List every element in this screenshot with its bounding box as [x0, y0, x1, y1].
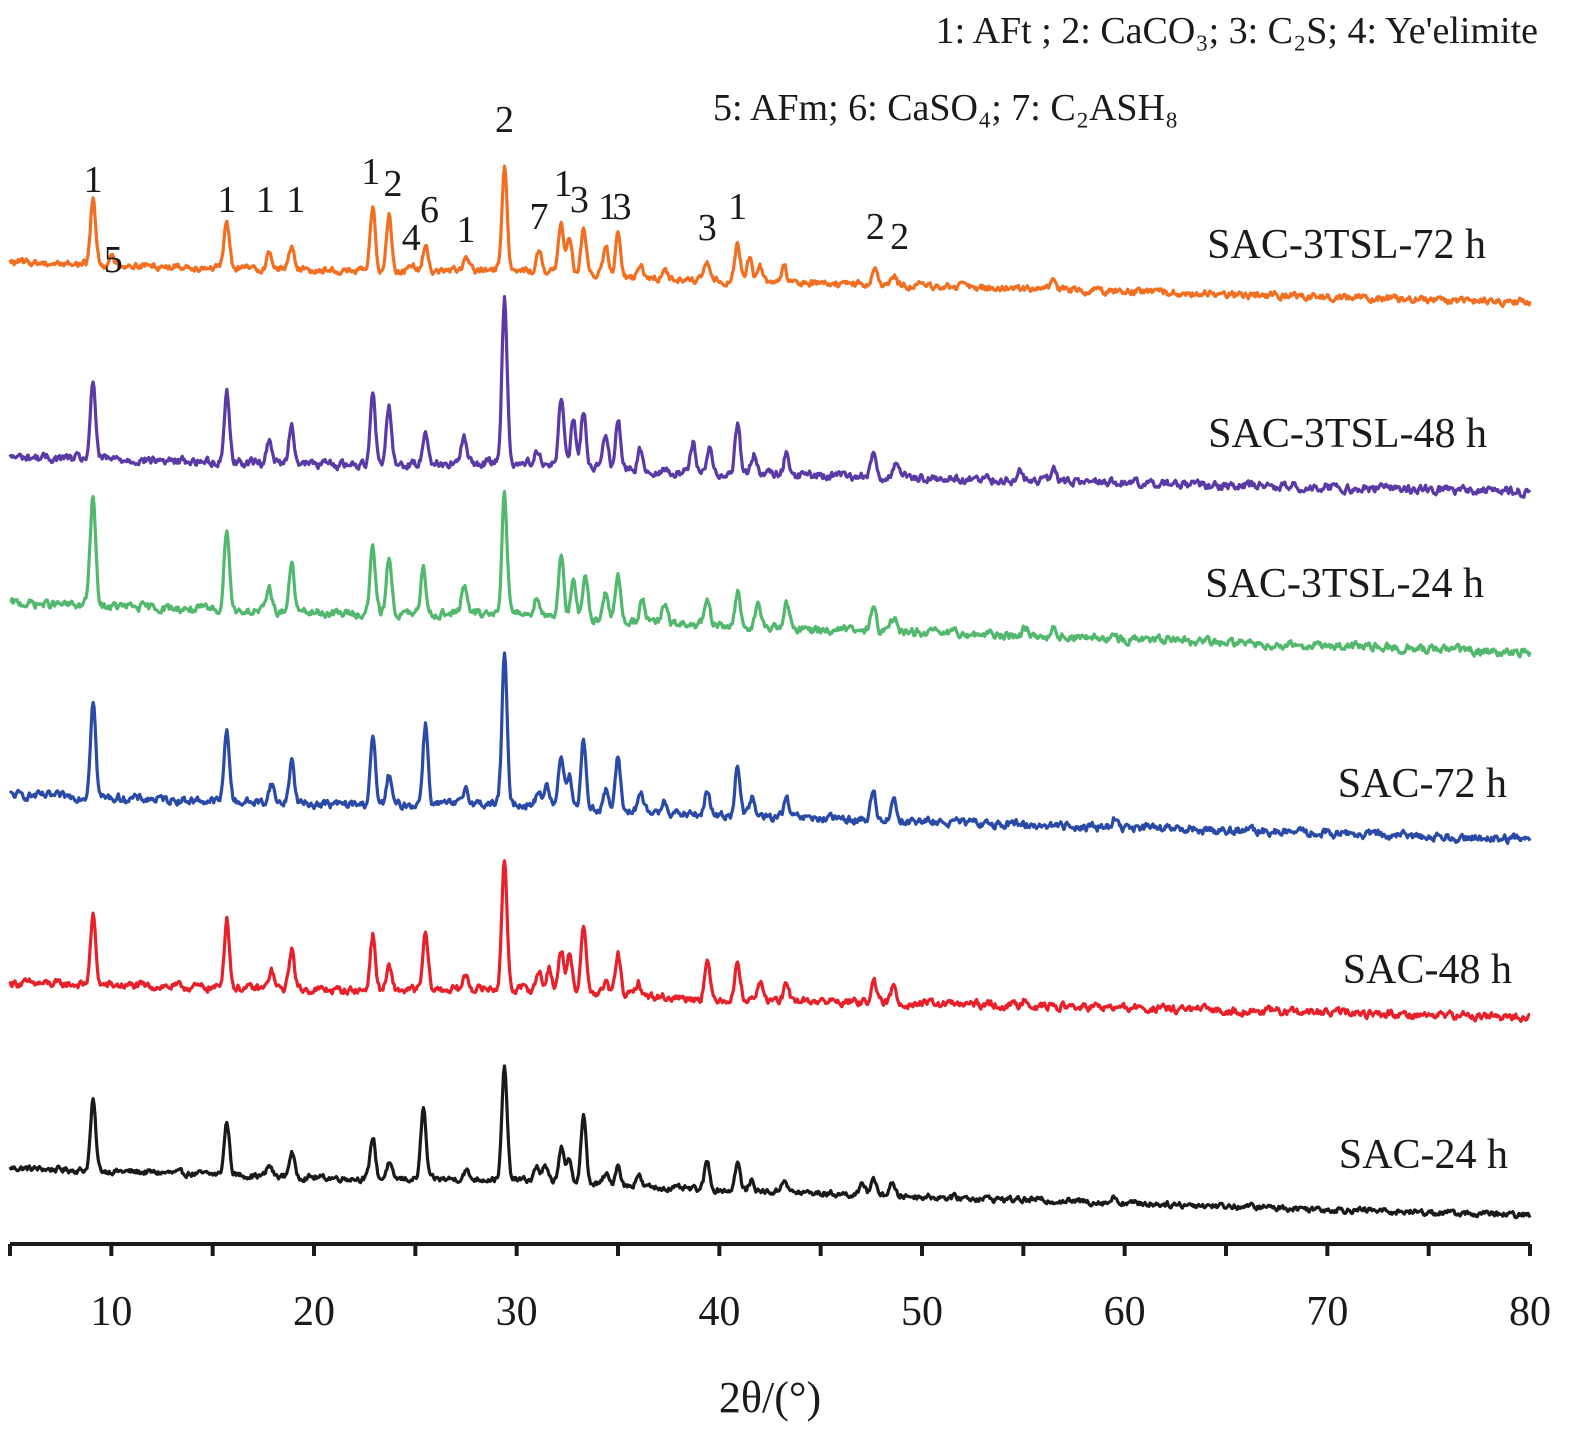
phase-legend: 1: AFt ; 2: CaCO₃; 3: C₂S; 4: Ye'elimite…	[713, 10, 1538, 129]
x-tick-label: 20	[293, 1289, 335, 1335]
peak-label-1: 1	[554, 163, 573, 205]
peak-label-1: 1	[361, 151, 380, 193]
series-label-sac-72-h: SAC-72 h	[1338, 761, 1507, 807]
legend-line-1: 1: AFt ; 2: CaCO₃; 3: C₂S; 4: Ye'elimite	[936, 10, 1538, 52]
peak-label-3: 3	[570, 179, 589, 221]
peak-label-2: 2	[495, 99, 514, 141]
series-line-sac-3tsl-72-h	[8, 164, 1532, 309]
peak-label-7: 7	[530, 196, 549, 238]
peak-label-2: 2	[890, 216, 909, 258]
peak-label-1: 1	[286, 179, 305, 221]
peak-label-1: 1	[598, 186, 617, 228]
peak-label-1: 1	[217, 179, 236, 221]
peak-label-2: 2	[384, 163, 403, 205]
legend-line-2: 5: AFm; 6: CaSO₄; 7: C₂ASH₈	[713, 87, 1178, 129]
x-axis: 10 20 30 40 50 60 70 80 2θ/(°)	[8, 1242, 1551, 1422]
series-line-sac-3tsl-48-h	[8, 295, 1532, 499]
series-line-sac-72-h	[8, 651, 1532, 846]
peak-label-1: 1	[84, 159, 103, 201]
peak-label-1: 1	[256, 179, 275, 221]
series-group	[8, 164, 1532, 1220]
series-line-sac-3tsl-24-h	[9, 490, 1532, 659]
series-label-sac-3tsl-72-h: SAC-3TSL-72 h	[1207, 222, 1486, 268]
peak-label-4: 4	[402, 217, 421, 259]
x-tick-label: 40	[698, 1289, 740, 1335]
series-label-sac-3tsl-24-h: SAC-3TSL-24 h	[1205, 561, 1484, 607]
peak-label-1: 1	[728, 186, 747, 228]
x-tick-label: 50	[901, 1289, 943, 1335]
peak-label-3: 3	[698, 207, 717, 249]
x-axis-ticks	[8, 1244, 1532, 1256]
series-label-sac-3tsl-48-h: SAC-3TSL-48 h	[1208, 411, 1487, 457]
peak-label-6: 6	[420, 189, 439, 231]
peak-label-3: 3	[613, 186, 632, 228]
series-label-sac-24-h: SAC-24 h	[1339, 1132, 1508, 1178]
series-line-sac-48-h	[8, 859, 1531, 1024]
series-label-sac-48-h: SAC-48 h	[1343, 947, 1512, 993]
x-tick-label: 70	[1306, 1289, 1348, 1335]
x-tick-label: 60	[1104, 1289, 1146, 1335]
peak-label-2: 2	[866, 206, 885, 248]
x-tick-label: 30	[496, 1289, 538, 1335]
x-axis-tick-labels: 10 20 30 40 50 60 70 80	[90, 1289, 1551, 1335]
series-labels: SAC-24 h SAC-48 h SAC-72 h SAC-3TSL-24 h SAC…	[1205, 222, 1512, 1178]
x-axis-title: 2θ/(°)	[719, 1373, 821, 1422]
x-tick-label: 80	[1509, 1289, 1551, 1335]
peak-label-1: 1	[457, 209, 476, 251]
x-tick-label: 10	[90, 1289, 132, 1335]
peak-label-5: 5	[104, 239, 123, 281]
series-line-sac-24-h	[8, 1064, 1532, 1220]
